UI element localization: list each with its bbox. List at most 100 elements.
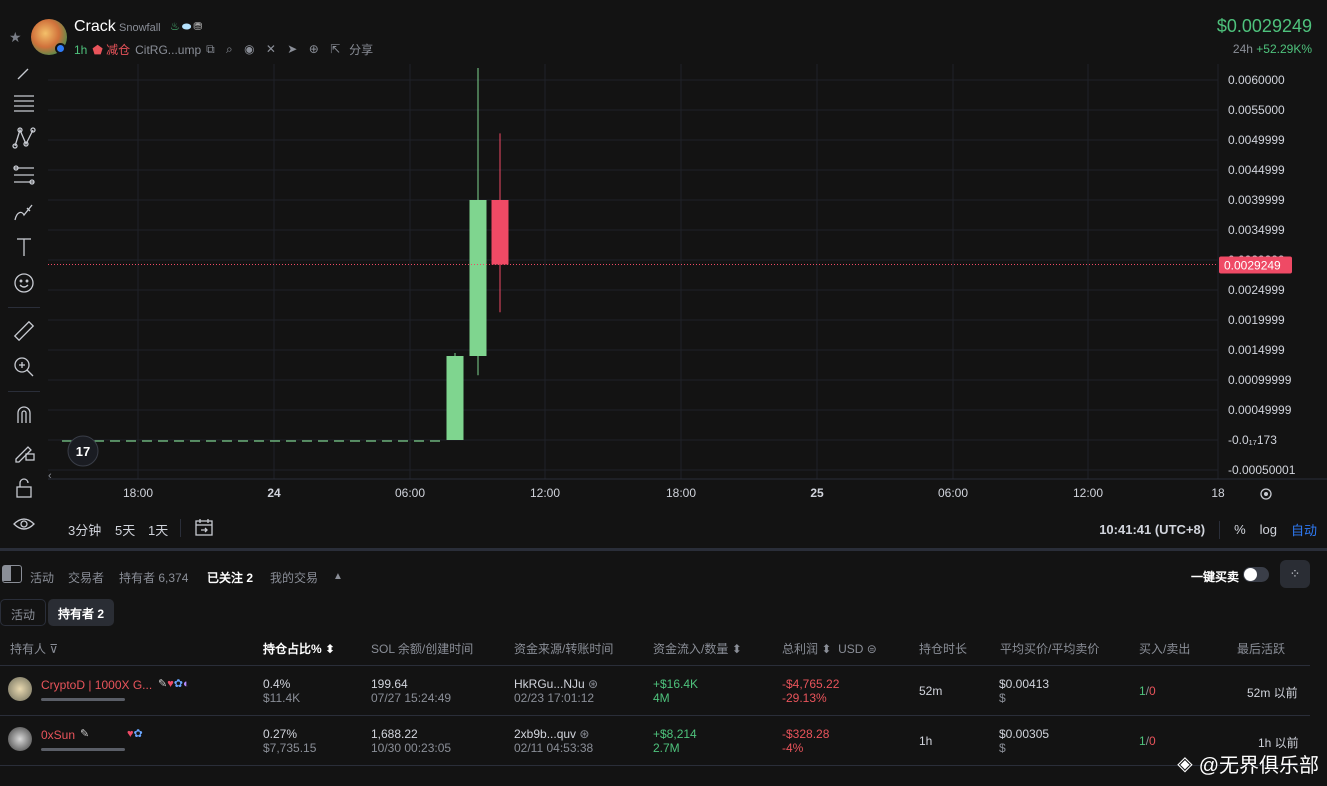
- sort-icon[interactable]: ⬍: [325, 642, 336, 656]
- price-chart[interactable]: 0.0060000 0.0055000 0.0049999 0.0044999 0.00…: [48, 64, 1327, 510]
- x-tick-label: 06:00: [395, 486, 425, 500]
- y-tick-label: -0.00050001: [1228, 463, 1296, 477]
- magnet-icon[interactable]: [11, 402, 37, 428]
- token-tag-icons: ♨⬬⛃: [170, 21, 205, 33]
- drawing-toolbar: [0, 64, 48, 544]
- line-tool-icon[interactable]: [11, 60, 37, 86]
- tab-holders[interactable]: 持有者 6,374: [119, 571, 189, 585]
- watermark-text: @无界俱乐部: [1198, 755, 1319, 777]
- filter-icon[interactable]: ⊽: [49, 642, 59, 656]
- subtab-activity[interactable]: 活动: [0, 599, 47, 626]
- tradingview-logo-text: 17: [76, 444, 90, 459]
- change-value: +52.29K%: [1256, 42, 1312, 56]
- hold-duration: 1h: [919, 734, 933, 748]
- share-button[interactable]: 分享: [349, 43, 374, 57]
- col-holder[interactable]: 持有人 ⊽: [10, 642, 59, 656]
- currency-switch-icon[interactable]: ⊜: [866, 642, 877, 656]
- col-total-profit[interactable]: 总利润 ⬍ USD ⊜: [782, 642, 877, 656]
- fund-source[interactable]: HkRGu...NJu ⊛: [514, 677, 599, 691]
- candle-body: [491, 200, 509, 265]
- tab-activity[interactable]: 活动: [30, 571, 55, 585]
- token-header: ★ Crack Snowfall ♨⬬⛃ 1h ⬟ 减仓 CitRG...ump…: [0, 0, 1327, 64]
- eye-icon[interactable]: [11, 511, 37, 537]
- price-change-24h: 24h +52.29K%: [1233, 42, 1312, 56]
- brush-icon[interactable]: [11, 198, 37, 224]
- ruler-icon[interactable]: [11, 318, 37, 344]
- last-active: 52m 以前: [1247, 686, 1298, 700]
- table-row[interactable]: CryptoD | 1000X G... ✎♥✿◐ 0.4% $11.4K 19…: [0, 666, 1310, 716]
- chart-settings-icon: [1260, 488, 1272, 500]
- collapse-caret-icon[interactable]: ▲: [333, 571, 343, 582]
- y-tick-label: 0.0014999: [1228, 343, 1285, 357]
- col-sol-balance[interactable]: SOL 余额/创建时间: [371, 642, 474, 656]
- fund-source[interactable]: 2xb9b...quv ⊛: [514, 727, 590, 741]
- buy-sell-count: 1/0: [1139, 734, 1156, 748]
- y-tick-label: 0.0044999: [1228, 163, 1285, 177]
- table-row[interactable]: 0xSun ✎ ♥✿ 0.27% $7,735.15 1,688.22 10/3…: [0, 716, 1310, 766]
- fib-icon[interactable]: [11, 162, 37, 188]
- inflow-value: +$8,214: [653, 727, 697, 741]
- one-key-trade-label: 一键买卖: [1190, 570, 1239, 584]
- token-subname: Snowfall: [119, 22, 161, 34]
- log-scale-button[interactable]: log: [1259, 522, 1277, 537]
- sort-icon[interactable]: ⬍: [731, 642, 742, 656]
- pattern-icon[interactable]: [11, 125, 37, 151]
- tradingview-logo: [67, 435, 99, 467]
- col-position-pct[interactable]: 持仓占比% ⬍: [263, 642, 336, 656]
- reduce-position-label[interactable]: ⬟ 减仓: [92, 43, 131, 57]
- avg-buy-price: $0.00305: [999, 727, 1050, 741]
- text-icon[interactable]: [11, 234, 37, 260]
- subtab-holders[interactable]: 持有者 2: [48, 599, 115, 626]
- y-tick-label: 0.0019999: [1228, 313, 1285, 327]
- panel-divider[interactable]: [0, 548, 1327, 551]
- hold-duration: 52m: [919, 684, 943, 698]
- y-tick-label: 0.0055000: [1228, 103, 1285, 117]
- col-fund-source[interactable]: 资金来源/转账时间: [514, 642, 614, 656]
- col-last-active[interactable]: 最后活跃: [1237, 642, 1286, 656]
- chart-clock[interactable]: 10:41:41 (UTC+8): [1099, 522, 1206, 537]
- one-key-trade-toggle[interactable]: [1243, 567, 1269, 582]
- percent-scale-button[interactable]: %: [1234, 522, 1246, 537]
- timeframe-5d-button[interactable]: 5天: [115, 523, 136, 538]
- holder-name[interactable]: 0xSun: [41, 728, 76, 742]
- sort-icon[interactable]: ⬍: [821, 642, 832, 656]
- bubble-map-button[interactable]: ⁘: [1280, 560, 1310, 588]
- date-range-icon[interactable]: [194, 517, 214, 540]
- zoom-icon[interactable]: [11, 354, 37, 380]
- holder-name[interactable]: CryptoD | 1000X G...: [41, 678, 153, 692]
- sol-balance: 199.64: [371, 677, 408, 691]
- candlestick-chart[interactable]: 0.0060000 0.0055000 0.0049999 0.0044999 0.00…: [48, 64, 1327, 510]
- timeframe-1d-button[interactable]: 1天: [148, 523, 169, 538]
- auto-scale-button[interactable]: 自动: [1290, 523, 1317, 538]
- contract-address[interactable]: CitRG...ump: [135, 42, 202, 57]
- favorite-star-icon[interactable]: ★: [9, 29, 22, 45]
- timeframe-label[interactable]: 1h: [74, 42, 88, 57]
- transfer-time: 02/11 04:53:38: [514, 741, 594, 755]
- y-tick-label: 0.0039999: [1228, 193, 1285, 207]
- timeframe-3min-button[interactable]: 3分钟: [68, 523, 102, 538]
- emoji-icon[interactable]: [11, 270, 37, 296]
- tab-following[interactable]: 已关注 2: [207, 571, 254, 585]
- x-tick-label: 25: [810, 486, 824, 500]
- total-profit-pct: -4%: [782, 741, 804, 755]
- last-active: 1h 以前: [1258, 736, 1299, 750]
- social-link-icons[interactable]: ⧉ ⌕ ◉ ✕ ➤ ⊕ ⇱: [206, 42, 345, 56]
- tab-my-trades[interactable]: 我的交易: [270, 571, 319, 585]
- created-time: 07/27 15:24:49: [371, 691, 452, 705]
- lock-icon[interactable]: [11, 475, 37, 501]
- panel-toggle-icon[interactable]: [2, 565, 22, 583]
- y-tick-label: 0.00049999: [1228, 403, 1292, 417]
- horizontal-lines-icon[interactable]: [11, 89, 37, 115]
- created-time: 10/30 00:23:05: [371, 741, 452, 755]
- lock-edit-icon[interactable]: [11, 438, 37, 464]
- sol-balance: 1,688.22: [371, 727, 418, 741]
- tab-traders[interactable]: 交易者: [68, 571, 105, 585]
- col-buy-sell[interactable]: 买入/卖出: [1139, 642, 1191, 656]
- x-tick-label: 12:00: [530, 486, 560, 500]
- token-name: Crack: [74, 18, 116, 35]
- col-hold-time[interactable]: 持仓时长: [919, 642, 968, 656]
- token-meta-row: 1h ⬟ 减仓 CitRG...ump ⧉ ⌕ ◉ ✕ ➤ ⊕ ⇱ 分享: [74, 41, 373, 58]
- col-inflow[interactable]: 资金流入/数量 ⬍: [653, 642, 742, 656]
- col-avg-price[interactable]: 平均买价/平均卖价: [1000, 642, 1100, 656]
- edit-icon[interactable]: ✎: [80, 728, 90, 740]
